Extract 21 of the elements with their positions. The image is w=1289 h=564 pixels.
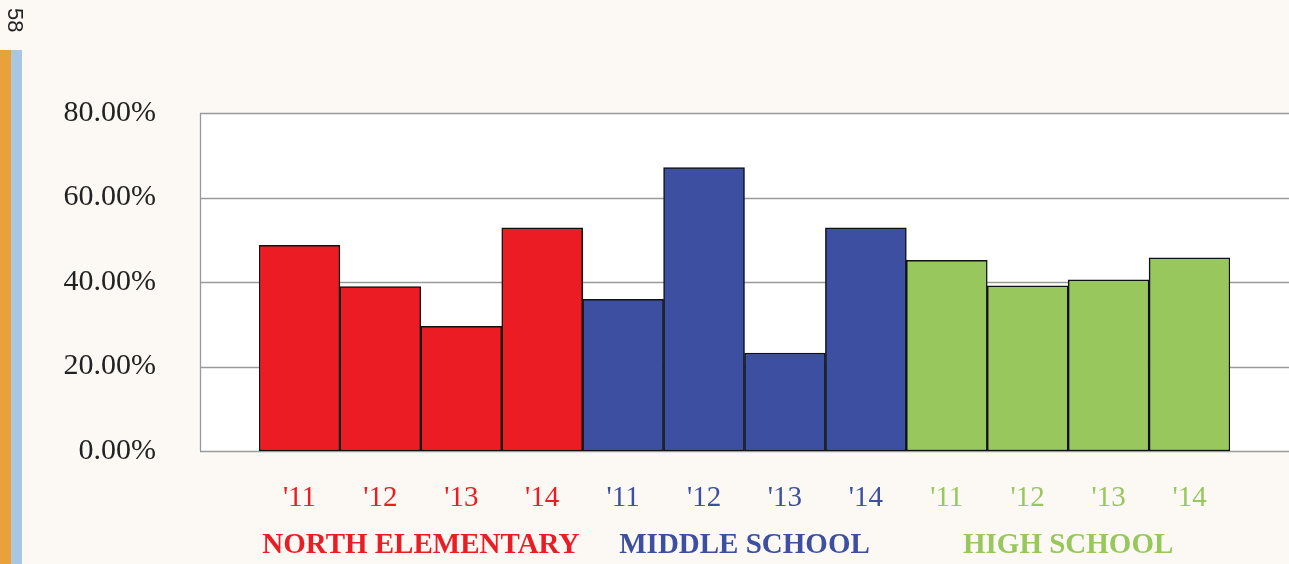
x-tick-label: '13	[1091, 480, 1126, 513]
x-tick-label: '14	[848, 480, 884, 513]
x-tick-label: '13	[767, 480, 803, 513]
x-tick-label: '11	[606, 480, 640, 513]
y-tick-label: 60.00%	[63, 178, 156, 212]
y-tick-label: 80.00%	[63, 93, 156, 127]
x-tick-label: '14	[525, 480, 560, 513]
text: NORTH ELEMENTARY	[262, 527, 580, 560]
x-tick-label: '11	[930, 480, 964, 513]
y-tick-label: 20.00%	[63, 347, 156, 381]
x-tick-label: '13	[444, 480, 479, 513]
y-tick-label: 0.00%	[78, 431, 156, 465]
text: HIGH SCHOOL	[963, 527, 1174, 560]
text: 58	[2, 8, 28, 33]
x-tick-label: '11	[282, 480, 317, 513]
text: MIDDLE SCHOOL	[619, 527, 870, 560]
x-tick-label: '14	[1172, 480, 1208, 513]
y-tick-label: 40.00%	[63, 262, 156, 296]
x-tick-label: '12	[1010, 480, 1045, 513]
x-tick-label: '12	[686, 480, 722, 513]
x-tick-label: '12	[363, 480, 398, 513]
